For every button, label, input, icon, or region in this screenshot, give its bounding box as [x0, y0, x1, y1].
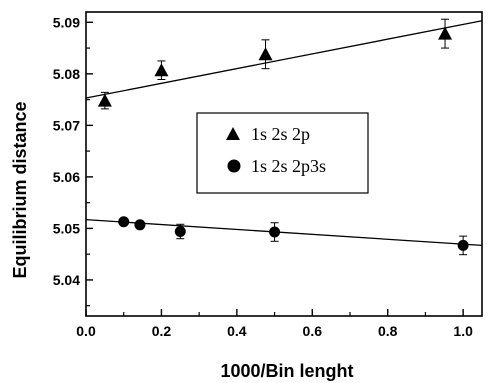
legend-box [196, 112, 369, 194]
data-point-series-1 [97, 93, 112, 107]
y-tick-label: 5.09 [53, 14, 80, 30]
x-axis-title: 1000/Bin lenght [220, 361, 353, 381]
fit-line-series-2 [85, 218, 483, 247]
y-tick-label: 5.05 [53, 220, 80, 236]
x-tick-label: 0.6 [303, 323, 323, 339]
plot-frame [85, 11, 483, 317]
data-point-series-2 [134, 219, 146, 231]
x-tick-label: 0.8 [378, 323, 398, 339]
x-tick-label: 0.2 [152, 323, 172, 339]
y-tick-label: 5.07 [53, 117, 80, 133]
legend-label-series-2: 1s 2s 2p3s [251, 156, 326, 176]
fit-lines [85, 20, 483, 247]
legend-marker-triangle [226, 127, 240, 140]
data-point-series-2 [457, 239, 469, 251]
data-point-series-1 [154, 63, 169, 77]
data-points [97, 18, 469, 256]
fit-line-series-1 [85, 20, 483, 99]
data-point-series-2 [118, 216, 130, 228]
data-point-series-1 [438, 26, 453, 40]
legend-label-series-1: 1s 2s 2p [251, 124, 310, 144]
data-point-series-1 [258, 47, 273, 61]
legend: 1s 2s 2p 1s 2s 2p3s [196, 112, 369, 194]
data-point-series-2 [174, 225, 186, 237]
plot-area: 0.0 0.2 0.4 0.6 0.8 1.0 5.045.055.065.075.085… [53, 11, 483, 339]
x-tick-label: 0.4 [227, 323, 247, 339]
data-point-series-2 [269, 226, 281, 238]
x-tick-label: 1.0 [453, 323, 473, 339]
y-tick-label: 5.08 [53, 66, 80, 82]
y-axis: 5.04 5.05 5.06 5.07 5.08 5.09 [53, 14, 93, 307]
y-axis-title: Equilibrium distance [10, 101, 30, 278]
x-tick-label: 0.0 [76, 323, 96, 339]
legend-marker-circle [227, 159, 241, 173]
y-tick-label: 5.04 [53, 272, 80, 288]
y-tick-label: 5.06 [53, 169, 80, 185]
x-axis: 0.0 0.2 0.4 0.6 0.8 1.0 [76, 309, 473, 339]
